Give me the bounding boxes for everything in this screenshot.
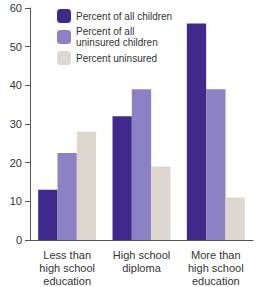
svg-text:uninsured children: uninsured children: [76, 37, 158, 48]
svg-text:Percent of all: Percent of all: [76, 26, 134, 37]
svg-text:10: 10: [10, 195, 22, 207]
svg-text:education: education: [192, 275, 240, 287]
svg-text:Percent of all children: Percent of all children: [76, 11, 172, 22]
svg-text:Less than: Less than: [43, 249, 91, 261]
svg-text:high school: high school: [39, 262, 95, 274]
svg-text:20: 20: [10, 157, 22, 169]
svg-text:0: 0: [16, 234, 22, 246]
svg-text:30: 30: [10, 118, 22, 130]
svg-text:diploma: diploma: [122, 262, 161, 274]
svg-text:High school: High school: [113, 249, 170, 261]
svg-text:education: education: [43, 275, 91, 287]
svg-text:60: 60: [10, 2, 22, 14]
svg-text:high school: high school: [188, 262, 244, 274]
svg-text:Percent uninsured: Percent uninsured: [76, 53, 157, 64]
svg-text:50: 50: [10, 41, 22, 53]
svg-text:More than: More than: [191, 249, 241, 261]
svg-text:40: 40: [10, 79, 22, 91]
